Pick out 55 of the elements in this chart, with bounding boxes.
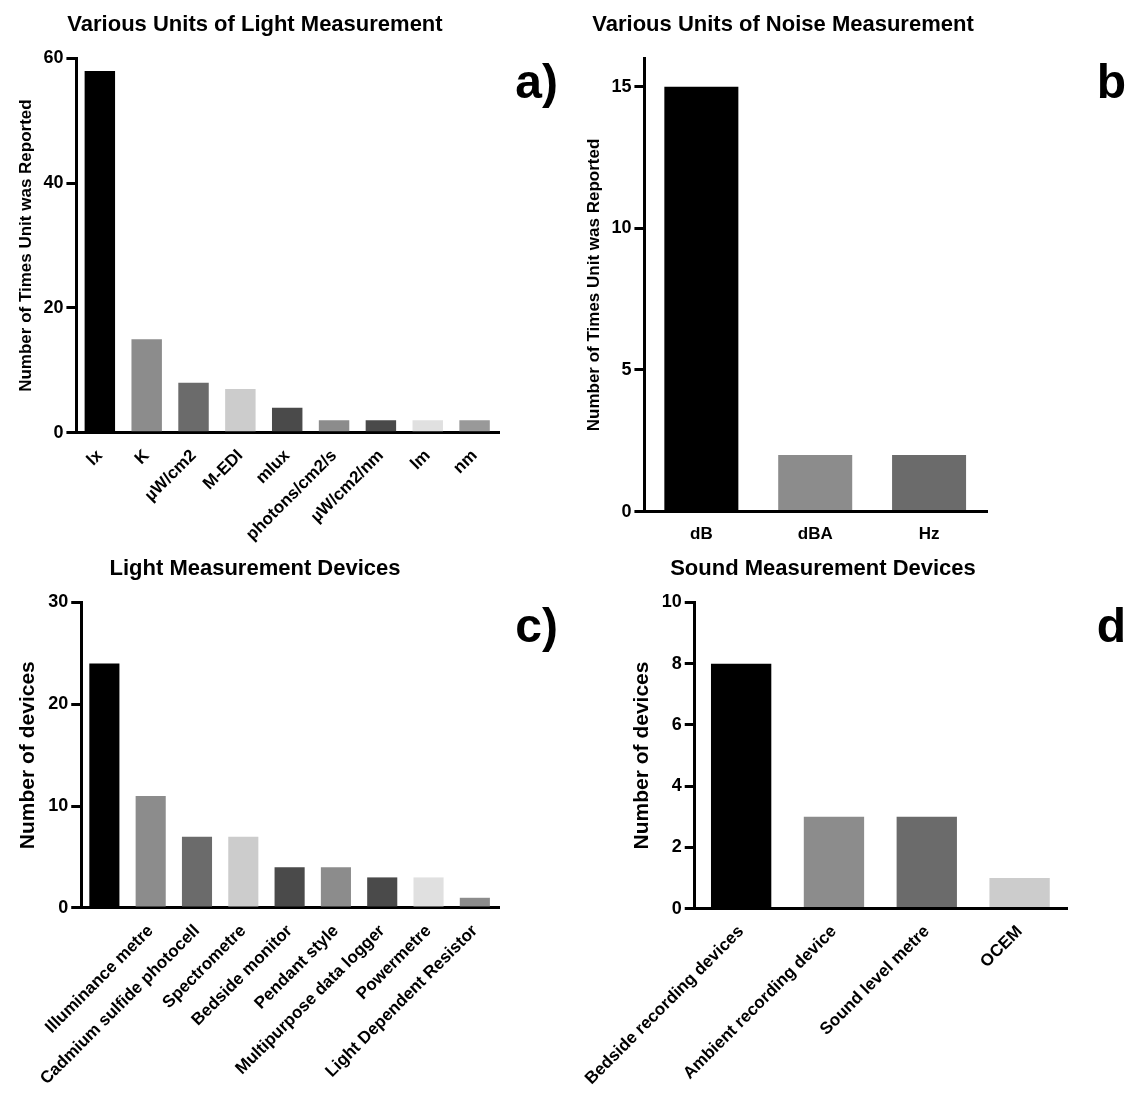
y-axis-title: Number of devices	[628, 661, 652, 850]
bar	[274, 867, 305, 907]
text: a)	[515, 54, 558, 108]
x-tick-label: lx	[82, 445, 107, 470]
y-tick-label: 20	[48, 693, 69, 714]
bar	[459, 897, 490, 907]
bar	[459, 420, 490, 432]
y-axis-title: Number of devices	[15, 661, 39, 850]
y-tick-label: 5	[621, 358, 632, 379]
bar	[367, 877, 398, 907]
x-tick-label: dB	[690, 524, 713, 544]
y-tick-label: 10	[611, 217, 632, 238]
x-tick-label: nm	[449, 445, 481, 478]
y-tick-label: 0	[53, 421, 64, 442]
x-tick-label: dBA	[797, 524, 833, 544]
y-tick-label: 20	[43, 296, 64, 317]
bar	[896, 816, 957, 908]
bar	[135, 795, 166, 907]
y-tick-label: 30	[48, 591, 69, 612]
bar	[181, 836, 213, 907]
text: b	[1096, 54, 1126, 108]
chart-title: Various Units of Noise Measurement	[592, 11, 975, 37]
y-tick-label: 6	[671, 713, 682, 734]
bar	[365, 420, 397, 432]
y-tick-label: 10	[661, 591, 682, 612]
chart-title: Various Units of Light Measurement	[67, 11, 444, 37]
chart-title: Sound Measurement Devices	[670, 555, 976, 581]
bar	[413, 877, 444, 907]
bar	[225, 389, 256, 432]
y-tick-label: 2	[671, 836, 682, 857]
y-tick-label: 0	[58, 896, 69, 917]
y-tick-label: 8	[671, 652, 682, 673]
y-tick-label: 0	[671, 897, 682, 918]
bar	[271, 407, 303, 432]
y-tick-label: 40	[43, 172, 64, 193]
text: d	[1096, 598, 1126, 652]
x-tick-label: lm	[406, 445, 434, 474]
y-axis-title: Number of Times Unit was Reported	[15, 99, 35, 392]
y-tick-label: 0	[621, 500, 632, 521]
x-tick-label: Hz	[918, 524, 940, 544]
bar	[320, 867, 351, 907]
bar	[989, 877, 1050, 908]
chart-title: Light Measurement Devices	[109, 555, 401, 581]
bar	[178, 382, 209, 432]
bar	[131, 339, 162, 432]
y-tick-label: 15	[611, 75, 632, 96]
y-tick-label: 60	[43, 47, 64, 68]
bar	[803, 816, 865, 908]
bar	[228, 836, 259, 907]
y-tick-label: 10	[48, 795, 69, 816]
bar	[318, 420, 350, 432]
y-tick-label: 4	[671, 775, 682, 796]
bar	[412, 420, 443, 432]
y-axis-title: Number of Times Unit was Reported	[583, 138, 603, 432]
text: c)	[515, 598, 558, 652]
